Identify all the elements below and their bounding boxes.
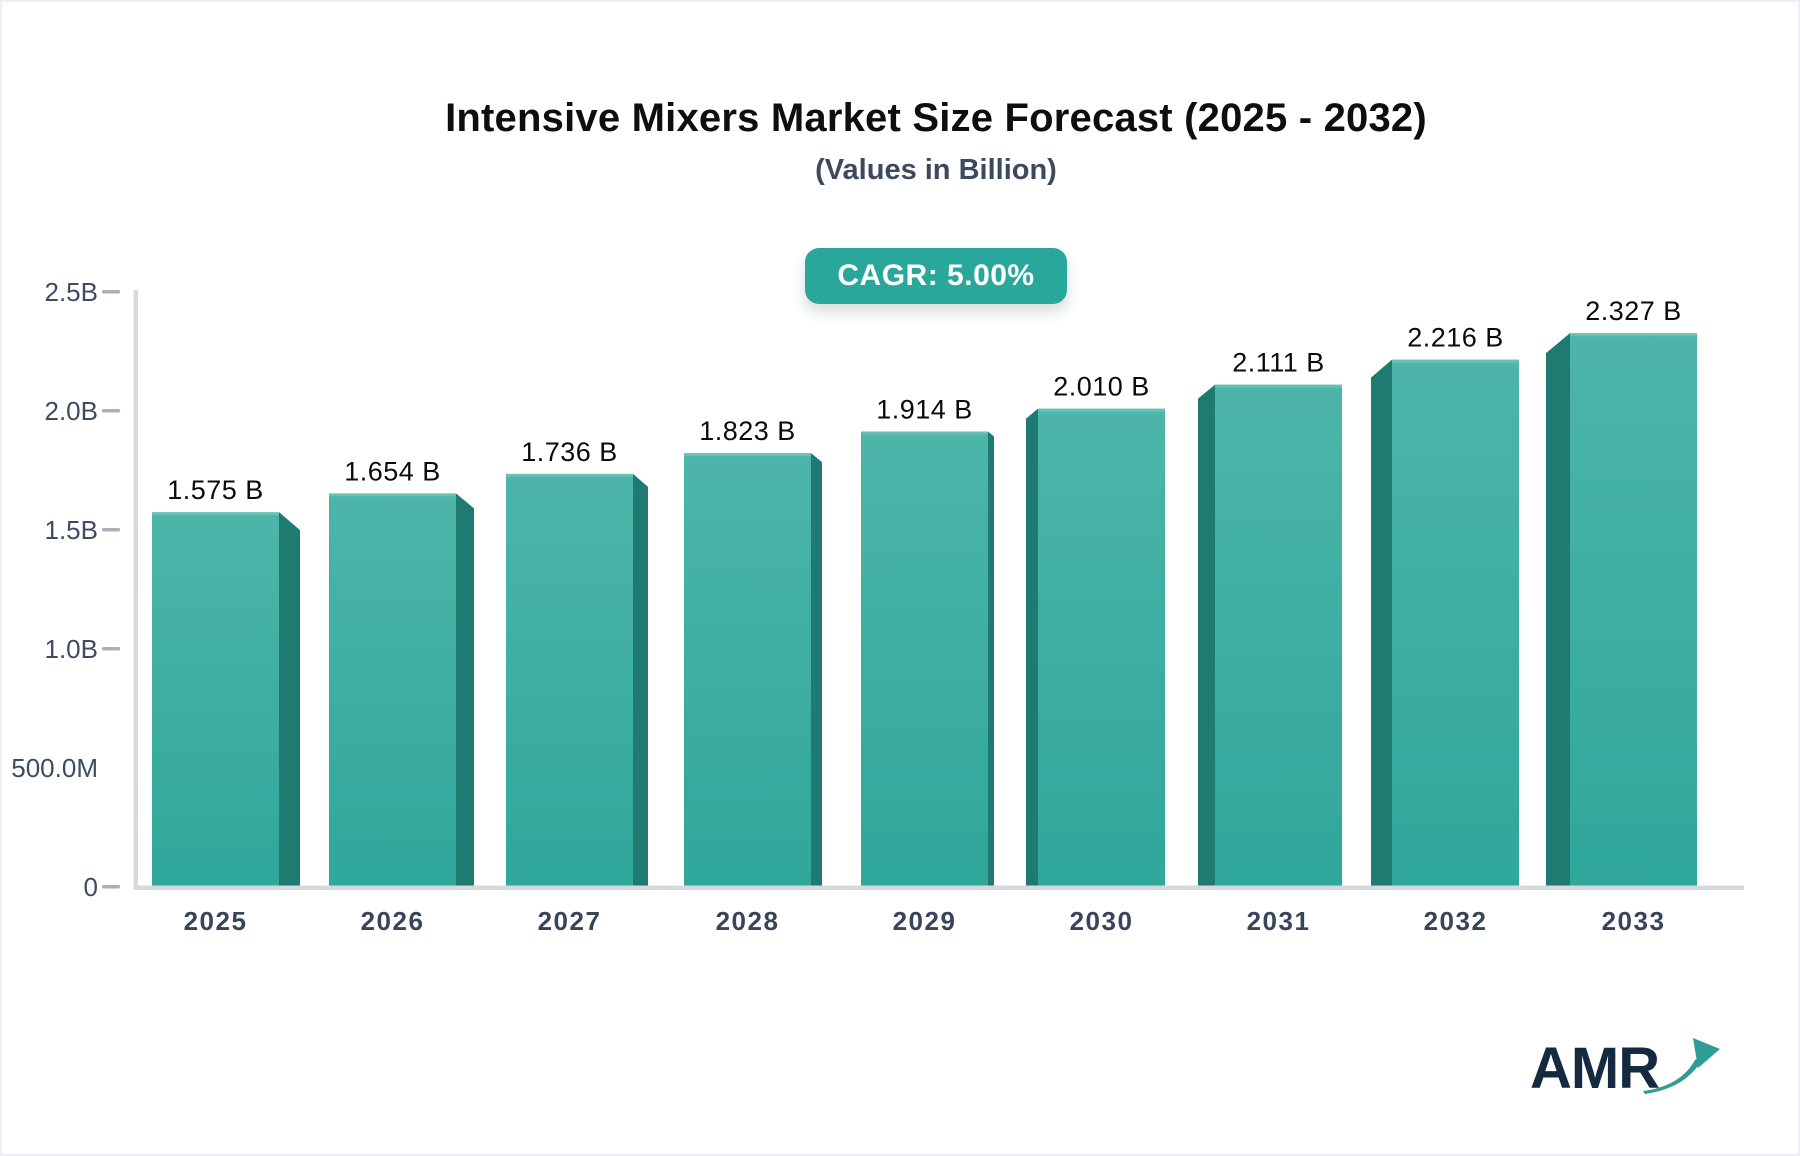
amr-logo-text: AMR [1530, 1036, 1660, 1101]
bar-side-face [1371, 359, 1392, 888]
x-tick-label: 2031 [1247, 906, 1311, 936]
bar-side-face [811, 453, 822, 888]
bar-side-face [1026, 408, 1038, 888]
bar-side-face [1198, 384, 1215, 888]
y-tick-dash [102, 290, 120, 294]
bar [1215, 384, 1342, 888]
bar-top-highlight [506, 473, 633, 477]
bar-value-label: 2.111 B [1232, 348, 1325, 378]
bar-top-highlight [861, 431, 988, 435]
bar-value-label: 1.654 B [344, 456, 441, 486]
chart-header: Intensive Mixers Market Size Forecast (2… [132, 96, 1740, 304]
bar [1570, 333, 1697, 888]
y-tick-dash [102, 885, 120, 889]
y-tick-label: 1.0B [45, 634, 99, 664]
x-tick-label: 2032 [1424, 906, 1488, 936]
bar-side-face [633, 473, 648, 888]
bar-top-highlight [1215, 384, 1342, 388]
y-tick-dash [102, 528, 120, 532]
x-tick-label: 2030 [1070, 906, 1134, 936]
bar [1038, 408, 1165, 888]
x-tick-label: 2033 [1602, 906, 1666, 936]
chart-subtitle: (Values in Billion) [815, 154, 1057, 186]
bar-top-highlight [1570, 333, 1697, 337]
bar-value-label: 1.823 B [699, 416, 796, 446]
y-tick-label: 2.0B [45, 396, 99, 426]
amr-logo: AMR [1530, 1034, 1721, 1100]
bar [861, 431, 988, 888]
y-tick-label: 0 [84, 872, 98, 902]
bar-value-label: 2.010 B [1053, 372, 1150, 402]
bar-side-face [279, 512, 300, 888]
bar-top-highlight [1038, 408, 1165, 412]
y-tick-dash [102, 409, 120, 413]
chart-title: Intensive Mixers Market Size Forecast (2… [445, 96, 1427, 140]
x-tick-label: 2028 [716, 906, 780, 936]
bar [506, 473, 633, 888]
y-tick-dash [102, 647, 120, 651]
bar-value-label: 1.914 B [876, 394, 973, 424]
bar-side-face [456, 493, 474, 888]
y-tick-label: 2.5B [45, 277, 99, 307]
bar-side-face [1546, 333, 1570, 888]
y-tick-label: 500.0M [11, 753, 98, 783]
bar-value-label: 2.216 B [1407, 323, 1504, 353]
y-tick-label: 1.5B [45, 515, 99, 545]
growth-arrow-icon [1643, 1038, 1721, 1094]
bar [684, 453, 811, 888]
bar-top-highlight [329, 493, 456, 497]
bar-side-face [988, 431, 994, 888]
y-axis-line [133, 290, 138, 890]
x-tick-label: 2025 [184, 906, 248, 936]
cagr-badge-row: CAGR: 5.00% [132, 248, 1740, 304]
bar-value-label: 1.575 B [167, 475, 264, 505]
bar [1392, 359, 1519, 888]
bar-top-highlight [1392, 359, 1519, 363]
x-tick-label: 2027 [538, 906, 602, 936]
bar [329, 493, 456, 888]
cagr-badge: CAGR: 5.00% [805, 248, 1067, 304]
bar-top-highlight [152, 512, 279, 516]
bar-value-label: 1.736 B [521, 437, 618, 467]
bar-top-highlight [684, 453, 811, 457]
x-tick-label: 2026 [361, 906, 425, 936]
bar-value-label: 2.327 B [1585, 296, 1682, 326]
bar [152, 512, 279, 888]
x-axis-line [133, 885, 1744, 890]
x-tick-label: 2029 [893, 906, 957, 936]
